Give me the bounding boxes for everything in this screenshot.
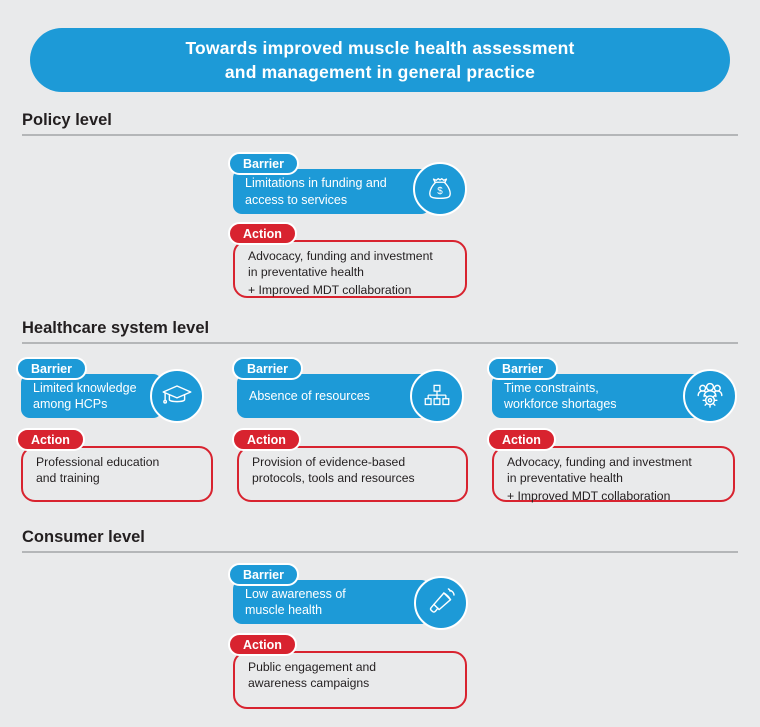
org-hierarchy-icon (410, 369, 464, 423)
barrier-box: Limitations in funding and access to ser… (233, 169, 430, 214)
barrier-box: Low awareness of muscle health (233, 580, 430, 624)
section-divider (22, 551, 738, 553)
action-tab-label: Action (243, 226, 282, 241)
action-tab-label: Action (31, 432, 70, 447)
svg-text:$: $ (437, 186, 443, 197)
barrier-box: Limited knowledge among HCPs (21, 374, 162, 418)
barrier-text: Limitations in funding and access to ser… (245, 176, 387, 207)
barrier-text: Absence of resources (249, 388, 370, 403)
section-heading-consumer: Consumer level (22, 528, 145, 546)
section-healthcare: Healthcare system level (22, 318, 738, 344)
section-policy: Policy level (22, 110, 738, 136)
barrier-box: Time constraints, workforce shortages (492, 374, 701, 418)
barrier-tab-label: Barrier (31, 361, 72, 376)
action-text: Provision of evidence-based protocols, t… (252, 455, 415, 485)
action-tab: Action (232, 428, 301, 451)
barrier-tab: Barrier (487, 357, 558, 380)
graduation-cap-icon (150, 369, 204, 423)
action-text: Advocacy, funding and investment in prev… (507, 455, 692, 485)
action-extra-text: + Improved MDT collaboration (248, 283, 412, 297)
action-tab: Action (487, 428, 556, 451)
action-box: Provision of evidence-based protocols, t… (237, 446, 468, 502)
action-tab-label: Action (247, 432, 286, 447)
barrier-tab: Barrier (16, 357, 87, 380)
action-tab-label: Action (502, 432, 541, 447)
barrier-tab-label: Barrier (243, 567, 284, 582)
action-box: Advocacy, funding and investment in prev… (492, 446, 735, 503)
barrier-text: Limited knowledge among HCPs (33, 380, 137, 411)
action-box: Professional education and training (21, 446, 213, 502)
barrier-tab-label: Barrier (243, 156, 284, 171)
section-heading-healthcare: Healthcare system level (22, 319, 210, 337)
megaphone-icon (414, 576, 468, 630)
barrier-tab: Barrier (228, 152, 299, 175)
action-extra-text: + Improved MDT collaboration (507, 489, 671, 503)
action-tab: Action (228, 222, 297, 245)
action-text: Advocacy, funding and investment in prev… (248, 249, 433, 279)
section-divider (22, 342, 738, 344)
section-divider (22, 134, 738, 136)
title-banner: Towards improved muscle health assessmen… (30, 28, 730, 92)
action-box: Advocacy, funding and investment in prev… (233, 240, 467, 298)
barrier-tab-label: Barrier (502, 361, 543, 376)
section-consumer: Consumer level (22, 527, 738, 553)
workforce-gear-icon (683, 369, 737, 423)
barrier-box: Absence of resources (237, 374, 431, 418)
barrier-tab-label: Barrier (247, 361, 288, 376)
barrier-tab: Barrier (228, 563, 299, 586)
barrier-text: Low awareness of muscle health (245, 586, 346, 617)
section-heading-policy: Policy level (22, 111, 112, 129)
action-box: Public engagement and awareness campaign… (233, 651, 467, 709)
action-tab: Action (16, 428, 85, 451)
barrier-text: Time constraints, workforce shortages (504, 380, 617, 411)
barrier-tab: Barrier (232, 357, 303, 380)
page-title: Towards improved muscle health assessmen… (185, 37, 575, 82)
action-text: Public engagement and awareness campaign… (248, 660, 377, 690)
action-tab-label: Action (243, 637, 282, 652)
action-text: Professional education and training (36, 455, 160, 485)
money-bag-icon: $ (413, 162, 467, 216)
action-tab: Action (228, 633, 297, 656)
